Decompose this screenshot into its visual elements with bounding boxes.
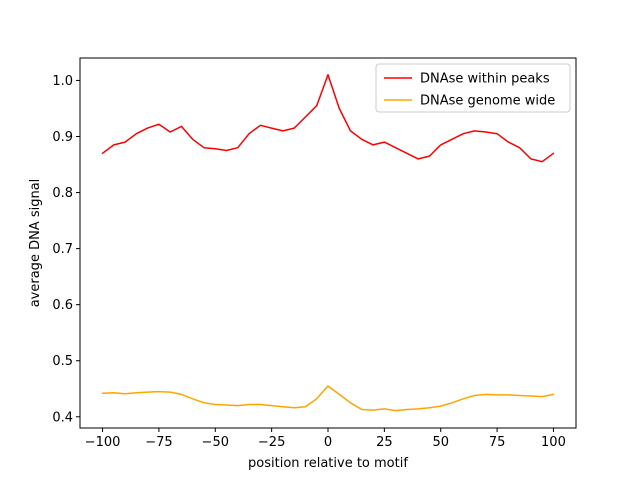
x-tick-label: 25 — [376, 435, 393, 450]
legend-label: DNAse within peaks — [420, 72, 550, 87]
y-tick-label: 1.0 — [52, 74, 73, 89]
legend: DNAse within peaks DNAse genome wide — [375, 63, 571, 113]
y-tick-label: 0.5 — [52, 354, 73, 369]
x-tick-label: −100 — [85, 435, 121, 450]
series-line-2 — [101, 385, 555, 412]
x-tick-label: 50 — [432, 435, 449, 450]
y-tick-label: 0.9 — [52, 130, 73, 145]
series-layer — [101, 74, 555, 412]
y-tick-label: 0.4 — [52, 410, 73, 425]
x-tick-label: −75 — [145, 435, 172, 450]
x-tick-label: 0 — [324, 435, 332, 450]
x-tick-label: −50 — [202, 435, 229, 450]
x-axis: −100 −75 −50 −25 0 25 50 75 100 — [85, 428, 566, 450]
legend-box — [375, 63, 571, 113]
plot-area — [80, 58, 576, 428]
y-tick-label: 0.8 — [52, 186, 73, 201]
x-tick-label: −25 — [258, 435, 285, 450]
y-axis: 0.4 0.5 0.6 0.7 0.8 0.9 1.0 — [52, 74, 80, 425]
x-tick-label: 75 — [489, 435, 506, 450]
y-tick-label: 0.6 — [52, 298, 73, 313]
legend-label: DNAse genome wide — [420, 94, 555, 109]
series-line-1 — [101, 74, 555, 163]
x-tick-label: 100 — [541, 435, 566, 450]
y-axis-label: average DNA signal — [28, 179, 43, 308]
y-tick-label: 0.7 — [52, 242, 73, 257]
x-axis-label: position relative to motif — [248, 456, 408, 471]
